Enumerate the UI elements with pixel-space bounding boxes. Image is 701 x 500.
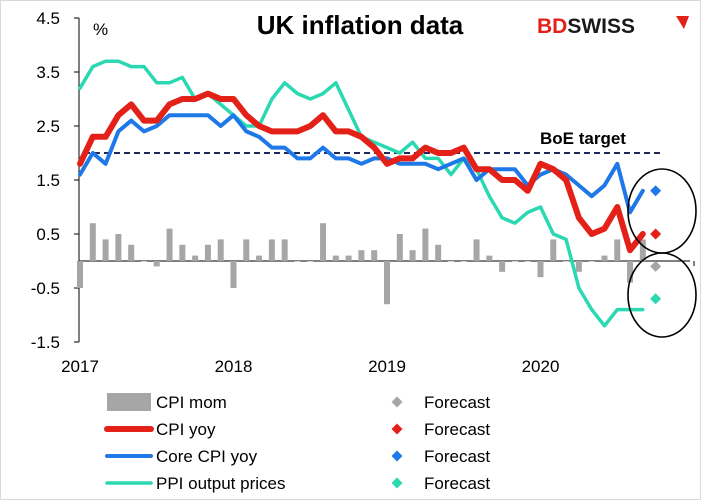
x-tick-label: 2018	[215, 357, 253, 376]
core-cpi-yoy-forecast-marker	[650, 185, 662, 197]
cpi-mom-bar	[230, 261, 237, 288]
cpi-mom-bar	[499, 261, 506, 272]
x-tick-label: 2020	[522, 357, 560, 376]
cpi-mom-bar	[217, 239, 224, 261]
y-tick-label: 0.5	[36, 225, 60, 244]
svg-text:BDSWISS: BDSWISS	[537, 15, 635, 38]
y-tick-label: -0.5	[31, 279, 60, 298]
forecast-highlight-circles	[627, 168, 697, 338]
cpi-mom-bar	[153, 261, 160, 267]
y-tick-label: 2.5	[36, 117, 60, 136]
cpi-mom-bar	[486, 255, 493, 261]
boe-target: BoE target	[84, 129, 662, 154]
y-tick-label: -1.5	[31, 333, 60, 352]
brand-logo-part1: BD	[537, 15, 567, 38]
cpi-mom-bar	[307, 261, 314, 262]
legend-forecast-label: Forecast	[424, 447, 490, 466]
legend-forecast-marker	[391, 450, 403, 462]
boe-target-label: BoE target	[540, 129, 626, 148]
cpi-mom-bar	[396, 234, 403, 261]
cpi-mom-bar	[192, 255, 199, 261]
legend-label: CPI yoy	[156, 420, 216, 439]
cpi-mom-bar	[89, 223, 96, 261]
cpi-mom-bar	[511, 261, 518, 262]
cpi-mom-bar	[563, 261, 570, 262]
cpi-mom-forecast-marker	[650, 260, 662, 272]
x-tick-label: 2019	[368, 357, 406, 376]
cpi-mom-bar	[294, 261, 301, 262]
cpi-mom-bar	[422, 228, 429, 261]
legend-forecast-marker	[391, 477, 403, 489]
ppi-output-prices-forecast-marker	[650, 293, 662, 305]
forecast-markers	[650, 185, 662, 305]
y-tick-label: 4.5	[36, 9, 60, 28]
cpi-mom-bar	[102, 239, 109, 261]
cpi-mom-bar	[371, 250, 378, 261]
cpi-mom-bar	[384, 261, 390, 305]
cpi-mom-bar	[460, 261, 467, 262]
legend-label: Core CPI yoy	[156, 447, 258, 466]
cpi-mom-bar	[588, 261, 595, 262]
cpi-mom-bar	[614, 239, 621, 261]
series-lines	[77, 59, 646, 328]
legend-forecast-label: Forecast	[424, 393, 490, 412]
cpi-mom-bar	[524, 261, 531, 262]
legend-forecast-label: Forecast	[424, 474, 490, 493]
cpi-mom-bar	[447, 261, 454, 262]
legend-forecast-marker	[391, 423, 403, 435]
y-tick-label: 1.5	[36, 171, 60, 190]
cpi-mom-bar	[140, 261, 147, 262]
cpi-mom-bar	[115, 234, 122, 261]
cpi-mom-bar	[627, 261, 634, 283]
legend-forecast-label: Forecast	[424, 420, 490, 439]
cpi-mom-bar	[166, 228, 173, 261]
cpi-mom-bar	[256, 255, 263, 261]
legend-label: CPI mom	[156, 393, 227, 412]
cpi-mom-bar	[204, 244, 211, 261]
cpi-mom-bar	[128, 244, 135, 261]
cpi-mom-bar	[243, 239, 250, 261]
highlight-circle-lower	[627, 252, 697, 338]
legend-forecast-marker	[391, 396, 403, 408]
cpi-mom-bar	[77, 261, 83, 288]
cpi-mom-bar	[268, 239, 275, 261]
y-unit-label: %	[93, 20, 108, 39]
cpi-mom-bar	[409, 250, 416, 261]
cpi-yoy-line	[77, 90, 646, 254]
cpi-mom-bar	[281, 239, 288, 261]
cpi-mom-bar	[345, 255, 352, 261]
cpi-mom-bar	[537, 261, 544, 278]
cpi-mom-bar	[639, 239, 646, 261]
cpi-mom-bar	[320, 223, 327, 261]
x-tick-label: 2017	[61, 357, 99, 376]
chart-title: UK inflation data	[257, 10, 464, 40]
cpi-mom-bar	[435, 244, 442, 261]
brand-logo-mark	[676, 16, 689, 29]
cpi-mom-bar	[550, 239, 557, 261]
cpi-mom-bar	[601, 255, 608, 261]
cpi-yoy-forecast-marker	[650, 228, 662, 240]
cpi-mom-bar	[332, 255, 339, 261]
brand-logo-part2: SWISS	[567, 15, 635, 38]
cpi-mom-bar	[358, 250, 365, 261]
core-cpi-yoy-line	[78, 113, 645, 215]
legend-swatch	[107, 393, 151, 411]
legend: CPI mom Forecast CPI yoy Forecast Core CPI y…	[104, 393, 490, 493]
cpi-mom-bar	[179, 244, 186, 261]
cpi-mom-bars	[77, 223, 646, 305]
legend-label: PPI output prices	[156, 474, 285, 493]
y-axis: 4.5 3.5 2.5 1.5 0.5 -0.5 -1.5	[31, 9, 80, 352]
cpi-mom-bar	[473, 239, 480, 261]
y-tick-label: 3.5	[36, 63, 60, 82]
brand-logo: BDSWISS	[537, 15, 689, 38]
cpi-mom-bar	[575, 261, 582, 272]
